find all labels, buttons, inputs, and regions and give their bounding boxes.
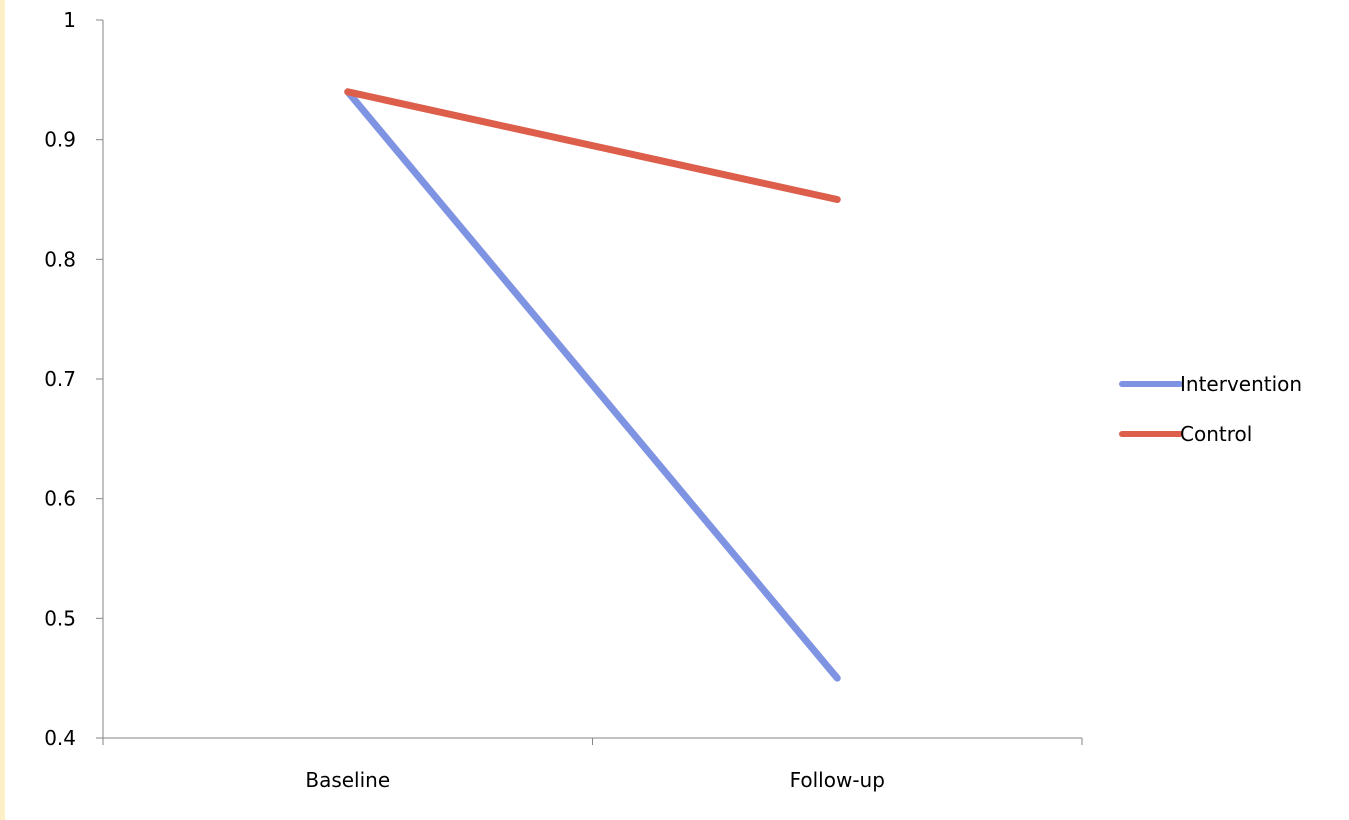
legend-label: Control [1180, 422, 1252, 446]
legend: Intervention Control [1119, 372, 1302, 446]
x-axis: Baseline Follow-up [102, 737, 1083, 792]
y-tick-label: 0.6 [44, 487, 76, 511]
series-line-control [344, 88, 841, 203]
y-tick-label: 0.4 [44, 726, 76, 750]
x-tick-label: Baseline [305, 768, 390, 792]
series-layer [344, 88, 841, 682]
y-tick-label: 0.8 [44, 247, 76, 271]
legend-label: Intervention [1180, 372, 1302, 396]
y-tick-label: 0.5 [44, 606, 76, 630]
series-line-intervention [344, 88, 841, 682]
x-tick-label: Follow-up [790, 768, 885, 792]
y-axis: 0.4 0.5 0.6 0.7 0.8 0.9 1 [44, 8, 104, 750]
y-tick-label: 0.9 [44, 128, 76, 152]
y-tick-label: 0.7 [44, 367, 76, 391]
y-tick-label: 1 [63, 8, 76, 32]
page-edge-strip [0, 0, 5, 820]
